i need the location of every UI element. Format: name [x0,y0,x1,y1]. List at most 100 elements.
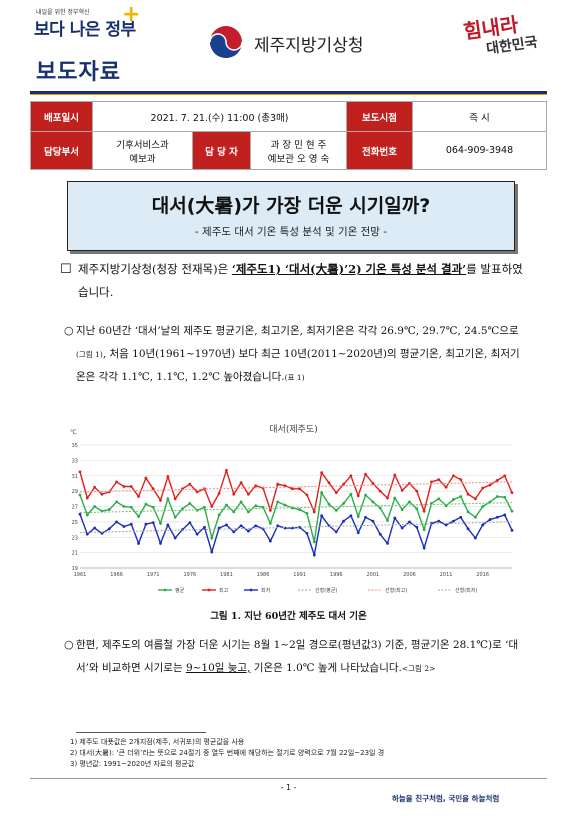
data-point-max [217,492,221,495]
data-point-max [188,482,192,486]
y-axis-unit: ℃ [70,429,77,436]
data-point-min [503,513,507,517]
data-point-min [466,527,470,531]
forecast-text-b: 기온은 1.0℃ 높게 나타났습니다. [250,661,402,674]
data-point-min [195,532,199,536]
data-point-min [495,515,499,519]
person-line2: 예보관 오 영 숙 [267,153,330,165]
data-point-min [173,536,177,540]
legend-label: 선형(최고) [385,587,407,594]
data-point-min [415,525,419,529]
data-point-min [393,516,397,520]
data-point-max [320,471,324,475]
data-point-max [473,497,477,501]
data-point-avg [276,500,280,504]
data-point-max [122,485,126,488]
data-point-min [481,523,485,527]
data-point-max [195,490,199,494]
data-point-max [437,478,441,481]
data-point-min [122,525,126,528]
data-point-min [386,542,389,545]
data-point-max [371,482,375,485]
legend-label: 선형(평균) [315,587,337,594]
y-tick-label: 23 [72,535,78,541]
plus-icon: + [122,2,141,27]
x-tick-label: 1966 [110,572,123,578]
data-point-avg [85,513,89,517]
data-point-max [232,492,236,496]
headline-title: 대서(大暑)가 가장 더운 시기일까? [151,195,431,217]
data-point-avg [115,500,119,504]
x-tick-label: 2016 [476,572,489,578]
data-point-avg [247,510,250,514]
data-point-avg [93,505,97,508]
data-point-max [356,494,360,498]
data-point-min [85,532,89,536]
data-point-avg [510,509,514,513]
data-point-avg [349,492,353,496]
data-point-avg [393,496,397,500]
data-point-min [305,532,309,535]
data-point-min [93,526,97,530]
data-point-avg [386,518,389,522]
figure-ref-1: (그림 1) [76,349,103,359]
analysis-text-a: 지난 60년간 ‘대서’날의 제주도 평균기온, 최고기온, 최저기온은 각각 … [76,325,519,337]
legend-label: 최고 [219,587,229,594]
data-point-min [166,523,170,527]
data-point-avg [151,505,155,509]
data-point-min [232,530,236,534]
header-divider [30,91,547,94]
forecast-text-a: 한편, 제주도의 여름철 가장 더운 시기는 8월 1~2일 경으로(평년값3)… [76,639,519,674]
data-point-min [225,523,228,527]
data-point-max [386,496,389,500]
paragraph-analysis: 지난 60년간 ‘대서’날의 제주도 평균기온, 최고기온, 최저기온은 각각 … [76,320,528,390]
data-point-min [349,514,353,518]
data-point-min [473,536,477,540]
data-point-avg [283,503,287,507]
data-point-min [78,512,82,516]
data-point-max [312,510,316,514]
x-tick-label: 1986 [257,572,270,578]
data-point-min [378,532,382,536]
data-point-max [129,485,133,488]
data-point-max [459,478,463,481]
data-point-min [247,529,250,533]
data-point-min [408,520,411,524]
data-point-max [151,487,155,491]
data-point-min [254,524,258,528]
data-point-avg [452,498,455,501]
data-point-max [247,492,250,496]
data-point-avg [488,500,492,504]
press-info-table: 배포일시 2021. 7. 21.(수) 11:00 (총3매) 보도시점 즉 … [30,101,547,170]
data-point-min [268,539,272,543]
data-point-avg [225,503,228,507]
data-point-avg [210,536,214,540]
header-divider-accent [30,94,547,95]
data-point-max [349,474,353,478]
series-line-max [79,468,513,515]
data-point-max [173,497,177,501]
legend-marker [163,588,167,592]
series-line-min [79,513,513,558]
data-point-max [276,482,280,486]
data-point-max [305,493,309,497]
footer-divider [30,778,547,779]
temperature-line-chart: 대서(제주도) ℃ 19 21 23 25 27 29 31 33 35 1961 1966 1971 19… [70,424,514,594]
data-point-max [415,489,419,493]
intro-emphasis: ‘제주도1) ‘대서(大暑)’2) 기온 특성 분석 결과’ [231,262,467,276]
data-point-avg [364,493,367,497]
data-point-avg [173,515,177,519]
data-point-avg [444,504,448,508]
data-point-min [210,550,214,554]
data-point-avg [408,500,411,504]
data-point-max [400,488,404,492]
footer-tagline: 하늘을 친구처럼, 국민을 하늘처럼 [392,794,500,803]
data-point-avg [466,510,470,514]
series-line-avg [79,490,513,543]
data-point-avg [415,507,419,511]
data-point-min [159,542,162,545]
y-tick-label: 25 [72,520,78,526]
data-point-min [107,527,111,531]
x-tick-label: 1981 [220,572,233,578]
data-point-avg [144,502,148,506]
